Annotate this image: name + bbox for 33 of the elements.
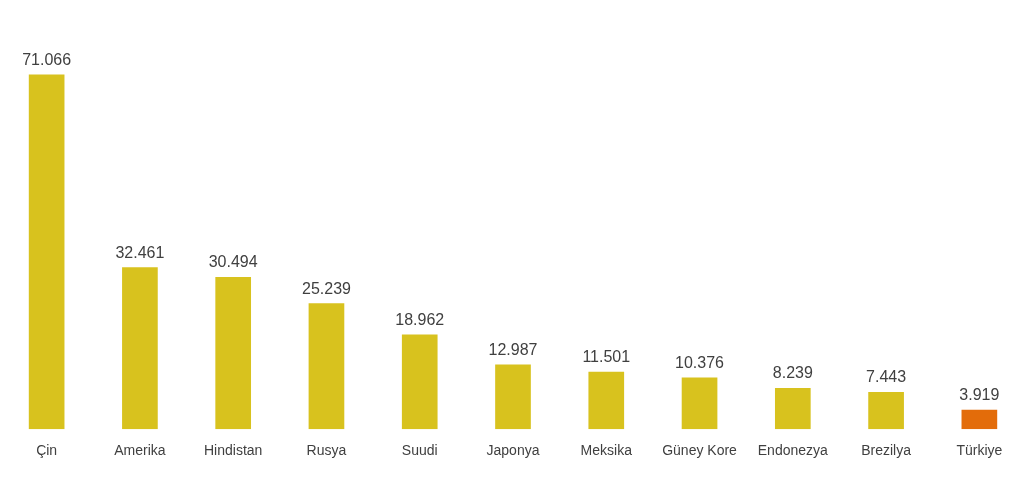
bar [308, 303, 345, 430]
data-label: 8.239 [772, 364, 813, 382]
x-tick-label: Türkiye [956, 442, 1003, 459]
x-tick-label: Japonya [486, 442, 540, 459]
x-tick-label: Güney Kore [662, 442, 738, 459]
bar [122, 267, 158, 430]
bar [868, 392, 904, 430]
data-label: 25.239 [301, 279, 352, 297]
x-tick-label: Suudi [401, 442, 438, 459]
data-label: 12.987 [488, 340, 538, 358]
x-tick-label: Endonezya [757, 442, 829, 459]
x-tick-label: Meksika [580, 442, 633, 459]
bar [495, 364, 531, 430]
bar [215, 277, 252, 430]
x-tick-label: Hindistan [203, 442, 263, 459]
bar [961, 409, 998, 430]
x-tick-label: Rusya [306, 442, 347, 459]
data-label: 18.962 [395, 310, 445, 328]
data-label: 3.919 [959, 386, 1000, 404]
bar [774, 388, 811, 430]
x-tick-label: Çin [36, 442, 58, 459]
x-tick-label: Brezilya [861, 442, 912, 459]
data-label: 10.376 [675, 353, 725, 371]
data-label: 30.494 [208, 253, 258, 271]
data-label: 7.443 [866, 368, 907, 386]
bar [28, 74, 65, 430]
x-tick-label: Amerika [114, 442, 166, 459]
bar [588, 371, 625, 430]
bar [401, 334, 438, 430]
data-label: 71.066 [22, 50, 72, 68]
data-label: 32.461 [115, 243, 165, 261]
data-label: 11.501 [582, 348, 631, 366]
bar [681, 377, 718, 430]
